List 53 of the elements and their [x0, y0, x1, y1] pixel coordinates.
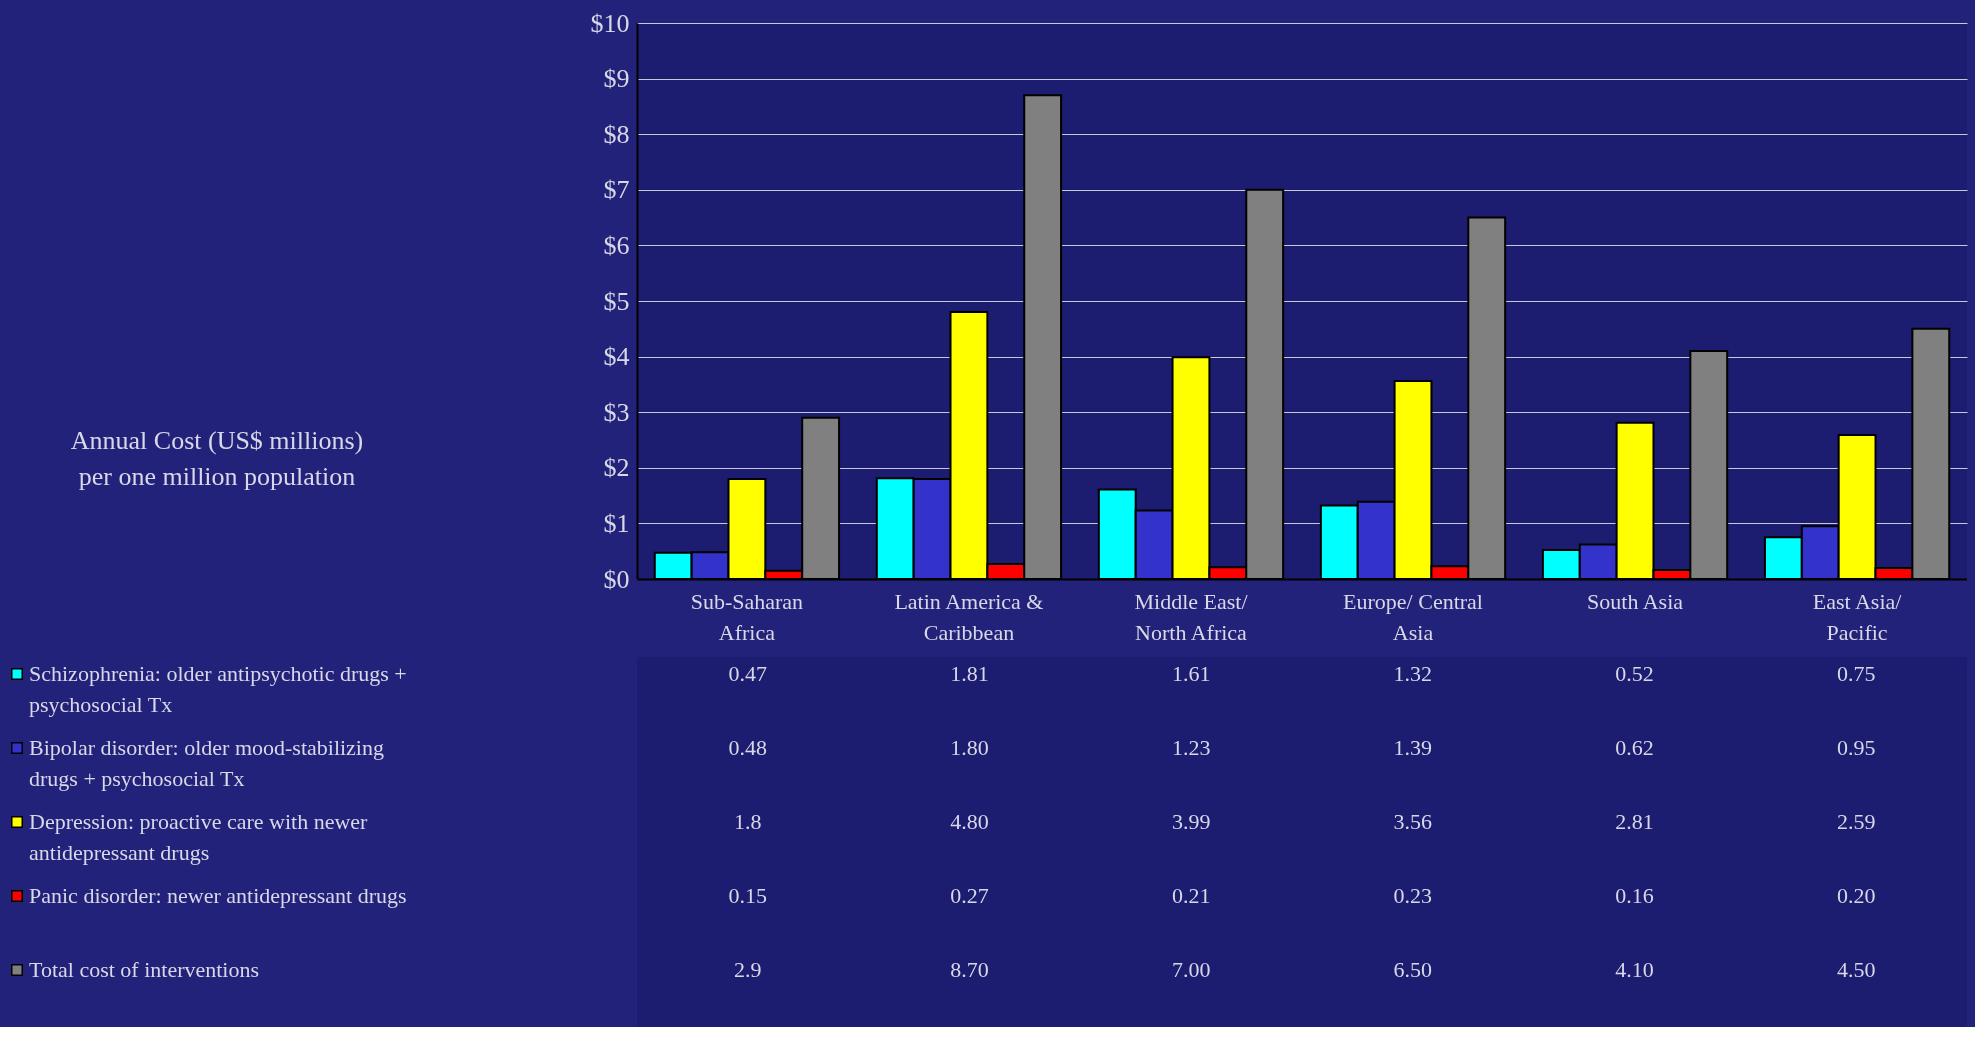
x-tick-label: Latin America & Caribbean — [894, 588, 1044, 645]
x-tick-label: Middle East/ North Africa — [1134, 588, 1249, 645]
data-label: 2.81 — [1615, 809, 1654, 834]
x-tick-label: Sub-Saharan Africa — [690, 588, 804, 645]
data-label: 0.47 — [728, 661, 768, 686]
data-label: 1.81 — [950, 661, 989, 686]
y-tick-label: $10 — [590, 8, 630, 38]
data-label: 0.95 — [1836, 735, 1876, 760]
data-label: 1.32 — [1393, 661, 1433, 686]
data-label: 3.99 — [1171, 809, 1211, 834]
data-label: 0.48 — [728, 735, 768, 760]
data-label: 0.23 — [1393, 883, 1433, 908]
data-label: 4.50 — [1836, 957, 1876, 982]
data-label: 1.8 — [734, 809, 762, 834]
y-tick-label: $0 — [603, 564, 630, 594]
data-label: 6.50 — [1393, 957, 1433, 982]
y-tick-label: $5 — [603, 286, 630, 316]
data-label: 0.62 — [1615, 735, 1654, 760]
y-tick-label: $1 — [603, 508, 630, 538]
data-label: 1.39 — [1393, 735, 1433, 760]
data-label: 4.10 — [1615, 957, 1654, 982]
y-tick-label: $4 — [603, 342, 630, 372]
y-tick-label: $2 — [603, 453, 630, 483]
x-tick-label: Europe/ Central Asia — [1343, 588, 1483, 645]
legend-label: Bipolar disorder: older mood-stabilizing drugs + psychosocial Tx — [29, 735, 384, 791]
legend-label: Schizophrenia: older antipsychotic drugs + psychosocial Tx — [29, 661, 407, 717]
data-label: 0.52 — [1615, 661, 1654, 686]
data-label: 0.16 — [1615, 883, 1654, 908]
x-tick-label: South Asia — [1587, 588, 1684, 614]
data-label: 7.00 — [1171, 957, 1211, 982]
data-label: 8.70 — [950, 957, 989, 982]
x-tick-label: East Asia/ Pacific — [1812, 588, 1903, 645]
y-tick-label: $9 — [603, 64, 630, 94]
data-label: 1.80 — [950, 735, 989, 760]
y-tick-label: $3 — [603, 397, 630, 427]
legend-label: Panic disorder: newer antidepressant drugs — [29, 883, 407, 908]
legend-label: Total cost of interventions — [29, 957, 260, 982]
data-label: 4.80 — [950, 809, 989, 834]
data-label: 1.61 — [1171, 661, 1211, 686]
data-label: 2.59 — [1836, 809, 1876, 834]
y-tick-label: $7 — [603, 175, 630, 205]
y-tick-label: $6 — [603, 230, 630, 260]
data-label: 3.56 — [1393, 809, 1433, 834]
data-label: 0.27 — [950, 883, 989, 908]
data-label: 2.9 — [734, 957, 762, 982]
data-label: 1.23 — [1171, 735, 1211, 760]
text: Annual Cost (US$ millions) per one million population — [70, 426, 364, 491]
data-label: 0.15 — [728, 883, 768, 908]
data-label: 0.21 — [1171, 883, 1211, 908]
legend-label: Depression: proactive care with newer antidepressant drugs — [29, 809, 369, 865]
data-label: 0.75 — [1836, 661, 1876, 686]
y-tick-label: $8 — [603, 119, 630, 149]
data-label: 0.20 — [1836, 883, 1876, 908]
